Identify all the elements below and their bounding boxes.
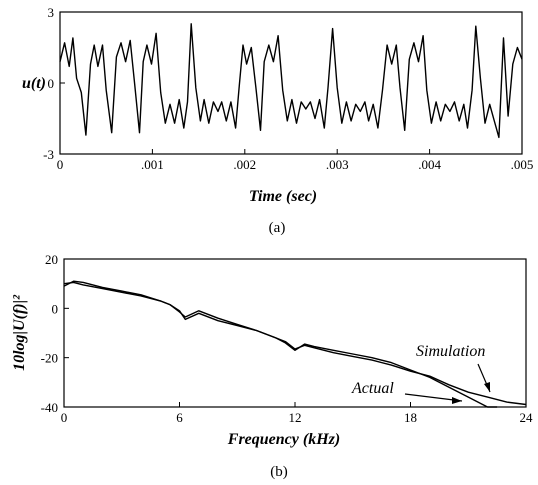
chart-a-x-tick-label: .001 [141, 157, 164, 172]
chart-b-x-tick-label: 6 [176, 410, 183, 425]
chart-a-x-axis-label: Time (sec) [249, 188, 317, 205]
chart-a-y-tick-label: 3 [48, 5, 55, 20]
chart-a-x-ticks: 0 .001 .002 .003 .004 .005 [57, 149, 534, 172]
chart-b-x-axis-label: Frequency (kHz) [227, 431, 340, 448]
chart-b-y-axis-label: 10log|U(f)|² [11, 294, 28, 371]
chart-b-y-tick-label: 0 [52, 301, 59, 316]
chart-a-panel-label: (a) [269, 220, 286, 236]
chart-a-y-tick-label: 0 [48, 76, 55, 91]
chart-a-frame [59, 11, 523, 155]
chart-a-x-tick-label: .004 [418, 157, 441, 172]
chart-b-x-ticks: 0 6 12 18 24 [61, 402, 533, 425]
chart-b-y-tick-label: 20 [45, 252, 58, 267]
annotation-simulation: Simulation [416, 343, 485, 360]
chart-a-y-axis-label: u(t) [22, 75, 46, 92]
chart-a-y-ticks: -3 0 3 [43, 5, 65, 162]
chart-b-y-tick-label: -20 [41, 351, 58, 366]
chart-b-y-ticks: -40 -20 0 20 [41, 252, 69, 415]
chart-a-x-tick-label: .003 [326, 157, 349, 172]
chart-b-x-tick-label: 24 [520, 410, 534, 425]
annotation-actual: Actual [351, 380, 394, 397]
chart-a-x-tick-label: .002 [233, 157, 256, 172]
chart-b-frame [63, 258, 527, 408]
chart-a-series-line [59, 23, 523, 139]
chart-b-series-actual [63, 280, 498, 408]
annotation-actual-arrowhead [452, 397, 462, 404]
chart-a-x-tick-label: .005 [511, 157, 534, 172]
chart-b-x-tick-label: 0 [61, 410, 68, 425]
chart-a-y-tick-label: -3 [43, 147, 54, 162]
chart-b-panel-label: (b) [270, 464, 288, 480]
annotation-simulation-arrowhead [484, 382, 490, 392]
chart-a-x-tick-label: 0 [57, 157, 64, 172]
chart-b-x-tick-label: 18 [404, 410, 417, 425]
chart-b-y-tick-label: -40 [41, 400, 58, 415]
chart-b: 0 6 12 18 24 -40 -20 0 20 10log|U(f)|² Frequenc… [11, 252, 533, 480]
chart-a: 0.001.002.003.004.005 -303 u(t) Time (se… [22, 5, 533, 236]
chart-b-x-tick-label: 12 [289, 410, 302, 425]
